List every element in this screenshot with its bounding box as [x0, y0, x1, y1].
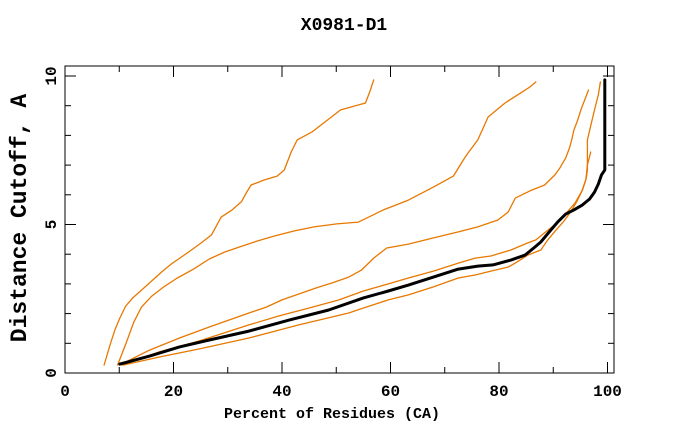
x-tick-label: 40 [272, 383, 291, 401]
tick-labels: 0 20 40 60 80 100 0 5 10 [43, 66, 622, 401]
x-tick-label: 80 [489, 383, 508, 401]
x-tick-label: 20 [164, 383, 183, 401]
curve-orange-2 [116, 81, 537, 366]
curve-black-bold [118, 78, 607, 366]
axis-frame [64, 65, 615, 374]
y-tick-label: 10 [43, 66, 61, 85]
curves [103, 78, 607, 366]
plot-title: X0981-D1 [301, 16, 388, 36]
y-tick-label: 0 [43, 368, 61, 378]
y-tick-label: 5 [43, 220, 61, 230]
curve-orange-1 [103, 79, 375, 366]
curve-orange-5 [122, 151, 592, 366]
x-axis-label: Percent of Residues (CA) [224, 406, 440, 423]
curve-orange-4 [121, 81, 602, 366]
curve-orange-3 [119, 89, 590, 366]
axes [64, 65, 615, 374]
x-tick-label: 60 [381, 383, 400, 401]
x-tick-label: 0 [60, 383, 70, 401]
x-tick-label: 100 [593, 383, 622, 401]
y-axis-label: Distance Cutoff, A [7, 94, 33, 343]
